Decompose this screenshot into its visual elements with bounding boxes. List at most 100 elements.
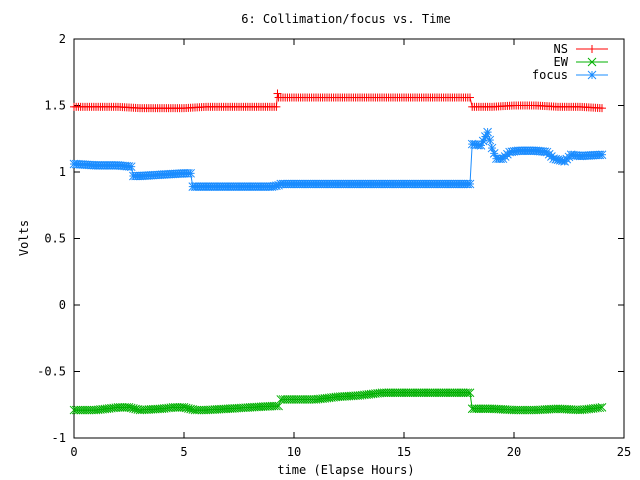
data-point-EW xyxy=(522,405,532,415)
data-point-EW xyxy=(71,405,81,415)
x-tick-label: 20 xyxy=(507,445,521,459)
data-point-EW xyxy=(408,388,418,398)
data-point-EW xyxy=(197,405,206,415)
data-point-EW xyxy=(445,388,455,398)
data-point-EW xyxy=(459,388,468,398)
data-point-EW xyxy=(397,388,407,398)
x-tick-label: 5 xyxy=(180,445,187,459)
data-point-EW xyxy=(518,405,528,415)
data-point-EW xyxy=(377,388,387,398)
data-point-EW xyxy=(573,405,583,415)
data-point-EW xyxy=(454,388,464,398)
data-point-NS xyxy=(272,102,281,111)
data-point-EW xyxy=(285,395,294,404)
data-point-EW xyxy=(507,405,517,415)
data-point-EW xyxy=(417,388,426,398)
data-point-EW xyxy=(529,405,539,415)
data-point-EW xyxy=(395,388,404,398)
y-tick-label: 0.5 xyxy=(44,232,66,246)
data-point-EW xyxy=(85,405,94,415)
data-point-EW xyxy=(465,388,475,398)
data-point-EW xyxy=(551,404,561,414)
data-point-EW xyxy=(406,388,415,398)
data-point-EW xyxy=(461,388,470,398)
legend-label-NS: NS xyxy=(554,42,568,56)
y-axis-label: Volts xyxy=(17,220,31,256)
data-point-EW xyxy=(69,405,79,415)
data-point-focus xyxy=(485,135,495,145)
y-tick-label: 0 xyxy=(59,298,66,312)
data-point-EW xyxy=(80,405,90,415)
data-point-EW xyxy=(404,388,413,398)
data-point-focus xyxy=(597,150,607,160)
data-point-EW xyxy=(511,405,521,415)
y-tick-label: 1 xyxy=(59,165,66,179)
y-tick-label: -1 xyxy=(52,431,66,445)
data-point-EW xyxy=(267,401,277,411)
data-point-EW xyxy=(450,388,459,398)
data-point-EW xyxy=(278,395,288,404)
data-point-EW xyxy=(276,395,286,404)
data-point-EW xyxy=(195,405,204,415)
data-point-EW xyxy=(432,388,442,398)
series-group xyxy=(69,89,607,415)
series-EW xyxy=(69,388,607,415)
data-point-EW xyxy=(175,403,184,412)
data-point-EW xyxy=(426,388,435,398)
data-point-EW xyxy=(384,388,393,398)
series-focus xyxy=(69,127,607,191)
y-tick-label: 2 xyxy=(59,32,66,46)
data-point-EW xyxy=(474,404,484,414)
data-point-EW xyxy=(296,395,305,404)
data-point-EW xyxy=(265,401,275,411)
data-point-EW xyxy=(434,388,444,398)
data-point-EW xyxy=(514,405,523,415)
data-point-focus xyxy=(186,168,195,178)
data-point-EW xyxy=(472,404,481,414)
data-point-EW xyxy=(412,388,422,398)
data-point-EW xyxy=(87,405,96,415)
data-point-EW xyxy=(421,388,431,398)
data-point-EW xyxy=(386,388,396,398)
data-point-NS xyxy=(466,93,474,102)
data-point-EW xyxy=(595,403,605,413)
legend-label-focus: focus xyxy=(532,68,568,82)
y-tick-label: 1.5 xyxy=(44,99,66,113)
data-point-EW xyxy=(118,403,127,412)
data-point-NS xyxy=(273,89,282,98)
data-point-EW xyxy=(294,395,303,404)
data-point-EW xyxy=(410,388,420,398)
data-point-EW xyxy=(302,395,312,404)
data-point-EW xyxy=(78,405,88,415)
data-point-EW xyxy=(516,405,525,415)
data-point-EW xyxy=(509,405,519,415)
data-point-EW xyxy=(470,404,479,414)
data-point-EW xyxy=(428,388,437,398)
data-point-focus xyxy=(483,127,492,137)
series-NS xyxy=(70,89,606,113)
data-point-EW xyxy=(170,403,180,412)
data-point-EW xyxy=(393,388,402,398)
data-point-EW xyxy=(305,395,314,404)
legend-marker-EW xyxy=(587,57,597,67)
data-point-EW xyxy=(401,388,411,398)
data-point-EW xyxy=(280,395,290,404)
x-tick-label: 10 xyxy=(287,445,301,459)
data-point-EW xyxy=(520,405,530,415)
data-point-EW xyxy=(283,395,292,404)
data-point-focus xyxy=(126,162,136,172)
data-point-EW xyxy=(192,405,202,415)
data-point-EW xyxy=(300,395,310,404)
data-point-EW xyxy=(527,405,536,415)
data-point-EW xyxy=(289,395,299,404)
legend-marker-focus xyxy=(587,70,597,80)
data-point-EW xyxy=(415,388,424,398)
data-point-EW xyxy=(291,395,301,404)
data-point-EW xyxy=(456,388,466,398)
legend-label-EW: EW xyxy=(554,55,569,69)
data-point-EW xyxy=(525,405,534,415)
axes-group: 0 5 10 15 20 25 -1 -0.5 0 0.5 1 1.5 2 xyxy=(37,32,631,459)
data-point-EW xyxy=(452,388,462,398)
data-point-EW xyxy=(467,404,477,414)
